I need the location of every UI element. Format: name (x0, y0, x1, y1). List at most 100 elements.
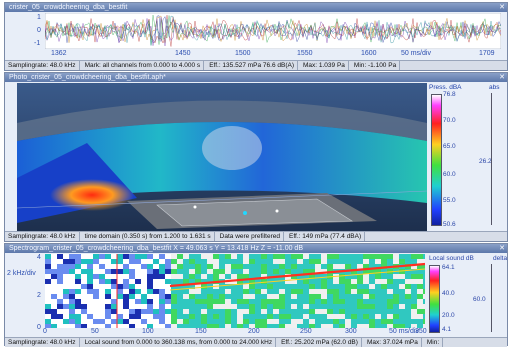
spectrogram-cell (111, 319, 117, 324)
spectrogram-cell (357, 274, 363, 279)
spectrogram-cell (219, 324, 225, 328)
spectrogram-cell (153, 289, 159, 294)
spectrogram-cell (363, 314, 369, 319)
photo-titlebar[interactable]: Photo_crister_05_crowdcheering_dba_bestf… (5, 73, 507, 82)
spectrogram-cell (339, 294, 345, 299)
spectrogram-cell (285, 299, 291, 304)
spectrogram-cell (267, 309, 273, 314)
spectrogram-cell (153, 309, 159, 314)
spectrogram-cell (387, 279, 393, 284)
spectrogram-cell (399, 314, 405, 319)
status-field: Eff.: 25.202 mPa (62.0 dB) (278, 338, 362, 347)
spectrogram-cell (309, 279, 315, 284)
spectrogram-cell (393, 289, 399, 294)
spectrogram-cell (75, 274, 81, 279)
spectrogram-cell (363, 324, 369, 328)
x-tick: 250 (300, 328, 312, 335)
close-icon[interactable]: ✕ (499, 74, 505, 81)
spectrogram-cell (141, 309, 147, 314)
spectrogram-cell (357, 319, 363, 324)
spectrogram-cell (213, 289, 219, 294)
spectrogram-cell (237, 284, 243, 289)
spectrogram-cell (231, 324, 237, 328)
spectrogram-cell (141, 319, 147, 324)
spectrogram-cell (327, 299, 333, 304)
spectrogram-cell (87, 269, 93, 274)
spectrogram-cell (117, 289, 123, 294)
spectrogram-cell (285, 314, 291, 319)
spectrogram-cell (279, 269, 285, 274)
status-field: Min: -1.100 Pa (351, 61, 401, 70)
spectrogram-cell (99, 309, 105, 314)
spectrogram-cell (201, 259, 207, 264)
spectrogram-cell (405, 284, 411, 289)
spectrogram-cell (189, 314, 195, 319)
close-icon[interactable]: ✕ (499, 245, 505, 252)
spectrogram-cell (327, 309, 333, 314)
spectrogram-range-slider[interactable] (491, 264, 492, 332)
close-icon[interactable]: ✕ (499, 4, 505, 11)
status-field: Local sound from 0.000 to 360.138 ms, fr… (82, 338, 277, 347)
spectrogram-cell (87, 304, 93, 309)
spectrogram-cell (327, 264, 333, 269)
spectrogram-cell (411, 304, 417, 309)
spectrogram-titlebar[interactable]: Spectrogram_crister_05_crowdcheering_dba… (5, 244, 507, 253)
spectrogram-cell (369, 254, 375, 259)
spectrogram-cell (195, 264, 201, 269)
spectrogram-cell (99, 279, 105, 284)
colorbar-tick: 20.0 (442, 312, 455, 319)
spectrogram-cell (51, 259, 57, 264)
spectrogram-cell (225, 254, 231, 259)
spectrogram-cell (291, 274, 297, 279)
spectrogram-cell (261, 254, 267, 259)
spectrogram-cell (291, 304, 297, 309)
spectrogram-cell (243, 294, 249, 299)
spectrogram-cell (189, 319, 195, 324)
spectrogram-cell (369, 289, 375, 294)
spectrogram-cell (141, 324, 147, 328)
spectrogram-cell (189, 259, 195, 264)
spectrogram-cell (99, 259, 105, 264)
spectrogram-cell (285, 309, 291, 314)
spectrogram-cell (81, 259, 87, 264)
spectrogram-cell (153, 254, 159, 259)
spectrogram-cell (243, 309, 249, 314)
spectrogram-cell (111, 304, 117, 309)
spectrogram-cell (381, 319, 387, 324)
x-tick: 150 (195, 328, 207, 335)
spectrogram-cell (405, 274, 411, 279)
spectrogram-cell (267, 294, 273, 299)
spectrogram-cell (93, 304, 99, 309)
spectrogram-cell (99, 289, 105, 294)
photo-colorbar[interactable] (431, 94, 442, 226)
spectrogram-cell (405, 279, 411, 284)
spectrogram-cell (393, 254, 399, 259)
photo-range-slider[interactable] (491, 93, 492, 225)
spectrogram-cell (45, 289, 51, 294)
spectrogram-colorbar[interactable] (429, 265, 440, 333)
x-tick: 1709 (479, 50, 495, 57)
spectrogram-cell (51, 324, 57, 328)
spectrogram-cell (381, 284, 387, 289)
stadium-acoustic-image[interactable] (17, 83, 427, 231)
photo-statusbar: Samplingrate: 48.0 kHz time domain (0.350… (5, 231, 507, 241)
spectrogram-cell (165, 269, 171, 274)
spectrogram-cell (63, 324, 69, 328)
spectrogram-cell (93, 294, 99, 299)
waveform-titlebar[interactable]: crister_05_crowdcheering_dba_bestfit (5, 3, 507, 12)
spectrogram-cell (273, 264, 279, 269)
spectrogram-cell (69, 279, 75, 284)
spectrogram-cell (123, 254, 129, 259)
spectrogram-cell (237, 309, 243, 314)
spectrogram-cell (369, 314, 375, 319)
spectrogram-cell (297, 259, 303, 264)
spectrogram-cell (159, 294, 165, 299)
spectrogram-cell (135, 294, 141, 299)
spectrogram-cell (261, 299, 267, 304)
spectrogram-plot[interactable] (45, 254, 425, 328)
spectrogram-cell (57, 289, 63, 294)
spectrogram-cell (189, 289, 195, 294)
waveform-plot[interactable] (45, 13, 501, 49)
status-field: Data were prefiltered (217, 232, 284, 241)
spectrogram-cell (183, 324, 189, 328)
